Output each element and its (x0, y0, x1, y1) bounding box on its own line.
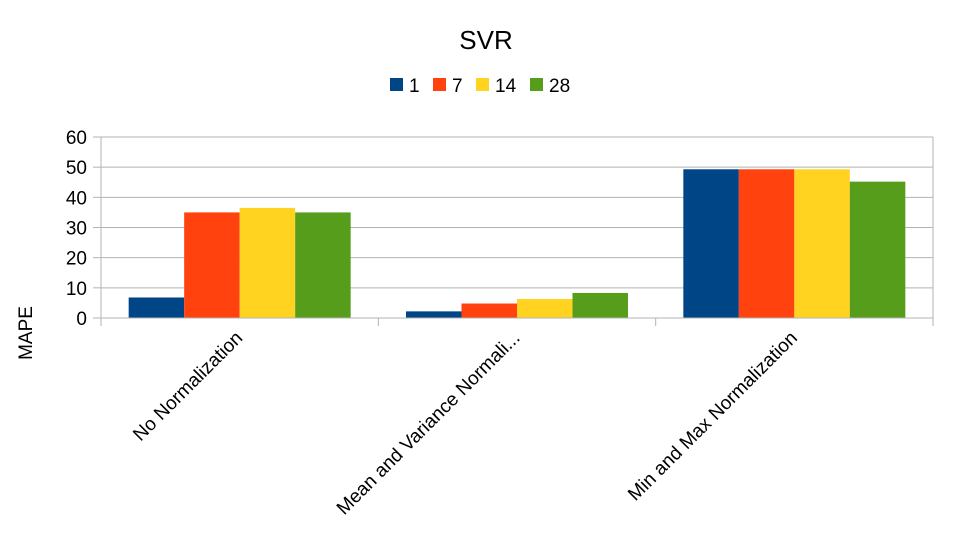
axes (100, 137, 934, 326)
legend-label: 28 (549, 76, 570, 97)
x-category-label: Mean and Variance Normali... (333, 328, 525, 520)
bar-7-0 (184, 212, 240, 318)
bar-28-0 (295, 212, 351, 318)
y-tick-label: 30 (66, 219, 87, 240)
legend-label: 14 (495, 76, 517, 97)
bar-1-1 (406, 311, 462, 318)
y-tick-label: 20 (66, 249, 87, 270)
y-tick-label: 60 (66, 128, 87, 149)
bar-14-2 (794, 169, 850, 318)
bar-7-2 (738, 169, 795, 318)
x-category-label: No Normalization (129, 328, 247, 446)
bar-14-1 (517, 298, 573, 318)
legend-swatch-1 (390, 78, 403, 91)
bar-1-2 (683, 169, 739, 318)
y-tick-label: 50 (66, 158, 87, 179)
legend-swatch-14 (476, 78, 489, 91)
bar-7-1 (461, 303, 517, 318)
legend-label: 1 (409, 76, 420, 97)
bars (128, 169, 906, 318)
x-category-label: Min and Max Normalization (624, 328, 802, 506)
legend-swatch-28 (530, 78, 543, 91)
bar-28-2 (849, 181, 906, 318)
legend-swatch-7 (433, 78, 446, 91)
y-tick-label: 40 (66, 188, 87, 209)
y-tick-label: 10 (66, 279, 87, 300)
y-tick-labels: 0 10 20 30 40 50 60 (66, 128, 87, 330)
bar-1-0 (128, 297, 185, 318)
y-axis-title: MAPE (16, 306, 37, 360)
x-category-labels: No Normalization Mean and Variance Normal… (129, 328, 802, 520)
legend: 1 7 14 28 (390, 76, 570, 97)
legend-label: 7 (452, 76, 463, 97)
chart-title: SVR (459, 25, 512, 55)
y-tick-label: 0 (76, 309, 87, 330)
bar-28-1 (572, 292, 628, 318)
bar-14-0 (239, 207, 296, 318)
